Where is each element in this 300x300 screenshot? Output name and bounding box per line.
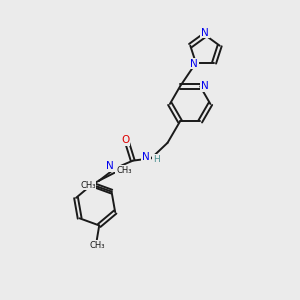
Text: N: N <box>142 152 150 162</box>
Text: H: H <box>118 165 124 174</box>
Text: CH₃: CH₃ <box>116 166 132 175</box>
Text: O: O <box>121 135 129 145</box>
Text: N: N <box>190 58 198 68</box>
Text: CH₃: CH₃ <box>80 181 95 190</box>
Text: N: N <box>106 161 114 171</box>
Text: CH₃: CH₃ <box>89 241 105 250</box>
Text: N: N <box>201 28 209 38</box>
Text: H: H <box>153 155 160 164</box>
Text: N: N <box>201 81 208 91</box>
